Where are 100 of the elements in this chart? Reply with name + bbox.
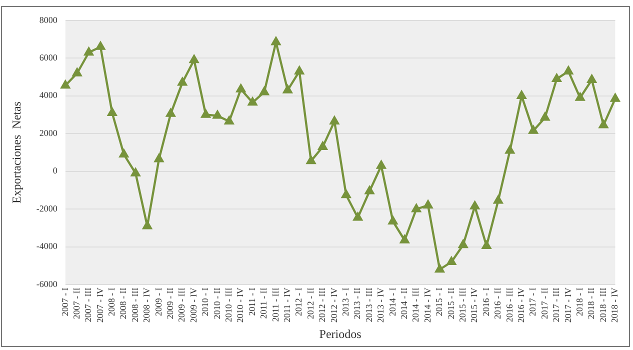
point (470, 201, 480, 210)
y-axis-title: Exportaciones Netas (9, 101, 24, 204)
x-tick-label: 2015 - III (457, 288, 468, 322)
point (119, 149, 128, 158)
y-tick-label: 4000 (39, 90, 58, 100)
x-tick-label: 2010 - III (224, 288, 234, 322)
x-tick-label: 2018 - IV (610, 287, 620, 323)
point (201, 110, 210, 118)
x-tick-label: 2017 - II (539, 288, 550, 320)
x-tick-label: 2009 - III (176, 288, 187, 322)
point (610, 94, 620, 102)
x-tick-label: 2015 - II (446, 288, 456, 320)
point (294, 66, 304, 74)
x-tick-label: 2010 - II (212, 288, 222, 320)
x-tick-label: 2012 - IV (328, 287, 339, 323)
x-tick-label: 2014 - III (410, 288, 421, 322)
x-tick-label: 2018 - II (586, 288, 596, 320)
point (446, 256, 456, 266)
x-tick-label: 2017 - IV (562, 287, 573, 323)
point (283, 85, 292, 94)
point (248, 97, 258, 106)
x-tick-label: 2008 - III (130, 288, 140, 322)
x-tick-label: 2007 - II (71, 288, 82, 320)
point (482, 240, 492, 250)
y-tick-label: -4000 (36, 241, 58, 252)
x-tick-label: 2010 - IV (235, 287, 246, 323)
x-tick-label: 2011 - II (258, 288, 269, 319)
point (564, 66, 573, 74)
x-tick-label: 2014 - IV (422, 287, 432, 323)
point (540, 112, 550, 121)
x-tick-label: 2018 - I (574, 288, 584, 316)
point (271, 37, 281, 46)
point (388, 216, 398, 224)
point (342, 190, 351, 198)
y-tick-label: 0 (52, 166, 58, 176)
point (400, 235, 410, 244)
point (587, 74, 596, 83)
x-tick-label: 2016 - IV (516, 287, 526, 323)
x-tick-label: 2008 - IV (142, 287, 152, 323)
x-tick-label: 2011 - III (270, 288, 280, 322)
x-tick-label: 2018 - III (598, 288, 608, 322)
x-tick-label: 2017 - I (528, 288, 538, 316)
point (306, 156, 316, 164)
x-tick-label: 2012 - II (305, 288, 316, 320)
x-axis-title: Periodos (319, 326, 362, 341)
x-tick-label: 2011 - IV (282, 287, 292, 322)
point (166, 108, 176, 117)
x-tick-label: 2008 - II (118, 288, 128, 320)
x-tick-label: 2014 - II (398, 288, 409, 320)
x-tick-label: 2007 - IV (94, 287, 105, 323)
x-tick-label: 2011 - I (246, 288, 257, 316)
point (552, 74, 562, 82)
x-tick-label: 2016 - II (492, 288, 503, 320)
x-tick-label: 2013 - I (340, 288, 351, 316)
point (142, 221, 152, 230)
x-tick-label: 2007 - I (60, 288, 70, 316)
x-tick-label: 2017 - III (551, 288, 562, 322)
point (517, 90, 526, 99)
x-tick-label: 2013 - III (364, 288, 374, 322)
y-tick-label: 8000 (39, 14, 58, 25)
point (236, 84, 246, 92)
x-tick-label: 2009 - II (165, 288, 176, 320)
point (84, 47, 94, 56)
x-tick-label: 2008 - I (106, 288, 117, 316)
point (576, 92, 585, 101)
point (131, 168, 140, 176)
x-tick-label: 2010 - I (200, 288, 210, 316)
point (458, 240, 468, 248)
x-tick-label: 2012 - III (317, 288, 328, 322)
point (318, 142, 328, 150)
x-tick-label: 2009 - I (153, 288, 164, 316)
y-tick-label: 6000 (39, 52, 58, 63)
point (423, 200, 433, 208)
point (60, 80, 70, 89)
point (435, 264, 444, 273)
x-tick-label: 2014 - I (387, 288, 398, 316)
x-tick-label: 2016 - III (504, 288, 514, 322)
x-tick-label: 2009 - IV (188, 287, 198, 323)
point (528, 126, 538, 134)
y-tick-label: -6000 (36, 278, 58, 289)
x-tick-label: 2012 - I (294, 288, 304, 316)
y-tick-label: -2000 (36, 203, 58, 214)
point (330, 116, 340, 124)
point (364, 186, 374, 194)
x-tick-label: 2015 - I (434, 288, 444, 316)
point (376, 160, 386, 169)
x-tick-label: 2007 - III (83, 288, 94, 322)
point (72, 68, 82, 76)
x-tick-label: 2013 - II (352, 288, 362, 320)
point (190, 54, 199, 64)
point (108, 108, 117, 116)
x-tick-label: 2015 - IV (469, 287, 480, 323)
point (224, 116, 234, 124)
point (212, 110, 222, 119)
y-tick-label: 2000 (39, 128, 58, 138)
point (154, 154, 164, 162)
point (178, 78, 187, 86)
x-tick-label: 2016 - I (480, 288, 491, 316)
x-tick-label: 2013 - IV (376, 287, 386, 323)
point (96, 42, 106, 50)
